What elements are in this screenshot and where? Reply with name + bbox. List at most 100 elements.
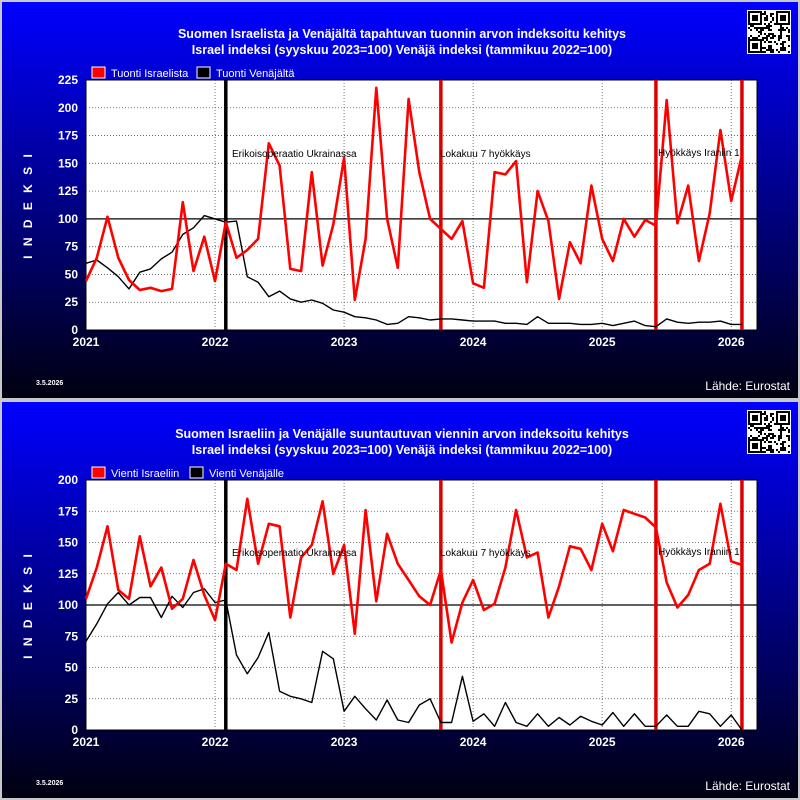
qr-module: [764, 437, 766, 439]
qr-module: [784, 19, 786, 21]
qr-module: [754, 11, 756, 13]
qr-module: [766, 37, 768, 39]
qr-module: [788, 15, 790, 17]
qr-module: [756, 27, 758, 29]
qr-module: [780, 35, 782, 37]
qr-module: [772, 451, 774, 453]
qr-module: [768, 25, 770, 27]
qr-module: [770, 413, 772, 415]
annotation-oct7: Lokakuu 7 hyökkäys: [440, 548, 531, 559]
qr-module: [772, 419, 774, 421]
qr-module: [760, 23, 762, 25]
qr-module: [782, 27, 784, 29]
qr-module: [748, 419, 750, 421]
qr-module: [770, 41, 772, 43]
qr-module: [776, 419, 778, 421]
qr-module: [750, 29, 752, 31]
qr-module: [762, 447, 764, 449]
annotation-iran: Hyökkäys Iraniin 1: [658, 148, 740, 159]
qr-module: [758, 451, 760, 453]
qr-module: [750, 451, 752, 453]
qr-module: [756, 437, 758, 439]
qr-module: [788, 19, 790, 21]
qr-module: [748, 427, 750, 429]
y-axis-ticks: 0 25 50 75 100 125 150 175 200: [58, 473, 78, 737]
qr-module: [760, 413, 762, 415]
qr-module: [752, 15, 754, 17]
qr-module: [764, 33, 766, 35]
x-tick-label: 2021: [73, 735, 100, 749]
qr-module: [788, 21, 790, 23]
qr-module: [778, 35, 780, 37]
legend-label-russia: Vienti Venäjälle: [209, 468, 284, 480]
qr-module: [778, 451, 780, 453]
qr-module: [760, 431, 762, 433]
qr-module: [784, 417, 786, 419]
qr-module: [756, 447, 758, 449]
qr-module: [782, 429, 784, 431]
qr-module: [760, 19, 762, 21]
qr-module: [768, 435, 770, 437]
qr-module: [770, 451, 772, 453]
legend-label-israel: Vienti Israeliin: [111, 468, 179, 480]
qr-module: [780, 423, 782, 425]
qr-module: [778, 423, 780, 425]
qr-module: [784, 47, 786, 49]
annotation-oct7: Lokakuu 7 hyökkäys: [440, 149, 531, 160]
qr-module: [752, 439, 754, 441]
qr-module: [758, 27, 760, 29]
x-tick-label: 2024: [460, 735, 487, 749]
qr-module: [756, 29, 758, 31]
qr-module: [766, 39, 768, 41]
qr-module: [770, 37, 772, 39]
x-tick-label: 2023: [331, 735, 358, 749]
qr-module: [766, 35, 768, 37]
qr-module: [784, 429, 786, 431]
qr-module: [762, 451, 764, 453]
qr-module: [780, 19, 782, 21]
qr-module: [788, 13, 790, 15]
qr-module: [768, 49, 770, 51]
series-line-russia: [85, 214, 742, 328]
qr-module: [780, 47, 782, 49]
qr-module: [754, 419, 756, 421]
qr-module: [752, 415, 754, 417]
qr-module: [762, 51, 764, 53]
qr-module: [768, 433, 770, 435]
qr-module: [780, 43, 782, 45]
qr-module: [778, 411, 780, 413]
qr-module: [760, 43, 762, 45]
qr-module: [768, 35, 770, 37]
qr-module: [764, 417, 766, 419]
qr-module: [770, 47, 772, 49]
date-stamp: 3.5.2026: [36, 780, 63, 787]
qr-module: [748, 411, 750, 413]
qr-module: [776, 17, 778, 19]
qr-module: [768, 445, 770, 447]
annotation-war: Erikoisoperaatio Ukrainassa: [232, 149, 357, 160]
qr-module: [756, 43, 758, 45]
qr-module: [764, 19, 766, 21]
x-tick-label: 2021: [73, 335, 100, 349]
qr-module: [762, 427, 764, 429]
qr-module: [782, 411, 784, 413]
qr-module: [748, 27, 750, 29]
qr-module: [768, 23, 770, 25]
qr-module: [788, 31, 790, 33]
qr-module: [780, 419, 782, 421]
qr-module: [756, 443, 758, 445]
qr-module: [750, 425, 752, 427]
qr-module: [782, 443, 784, 445]
qr-module: [760, 51, 762, 53]
qr-module: [772, 13, 774, 15]
qr-module: [748, 15, 750, 17]
y-axis-label: I N D E K S I: [21, 551, 35, 659]
qr-module: [748, 39, 750, 41]
y-tick-label: 175: [58, 504, 78, 518]
qr-module: [764, 451, 766, 453]
qr-module: [754, 417, 756, 419]
qr-module: [778, 37, 780, 39]
qr-module: [762, 37, 764, 39]
qr-module: [768, 425, 770, 427]
chart-subtitle: Israel indeksi (syyskuu 2023=100) Venäjä…: [192, 443, 612, 457]
